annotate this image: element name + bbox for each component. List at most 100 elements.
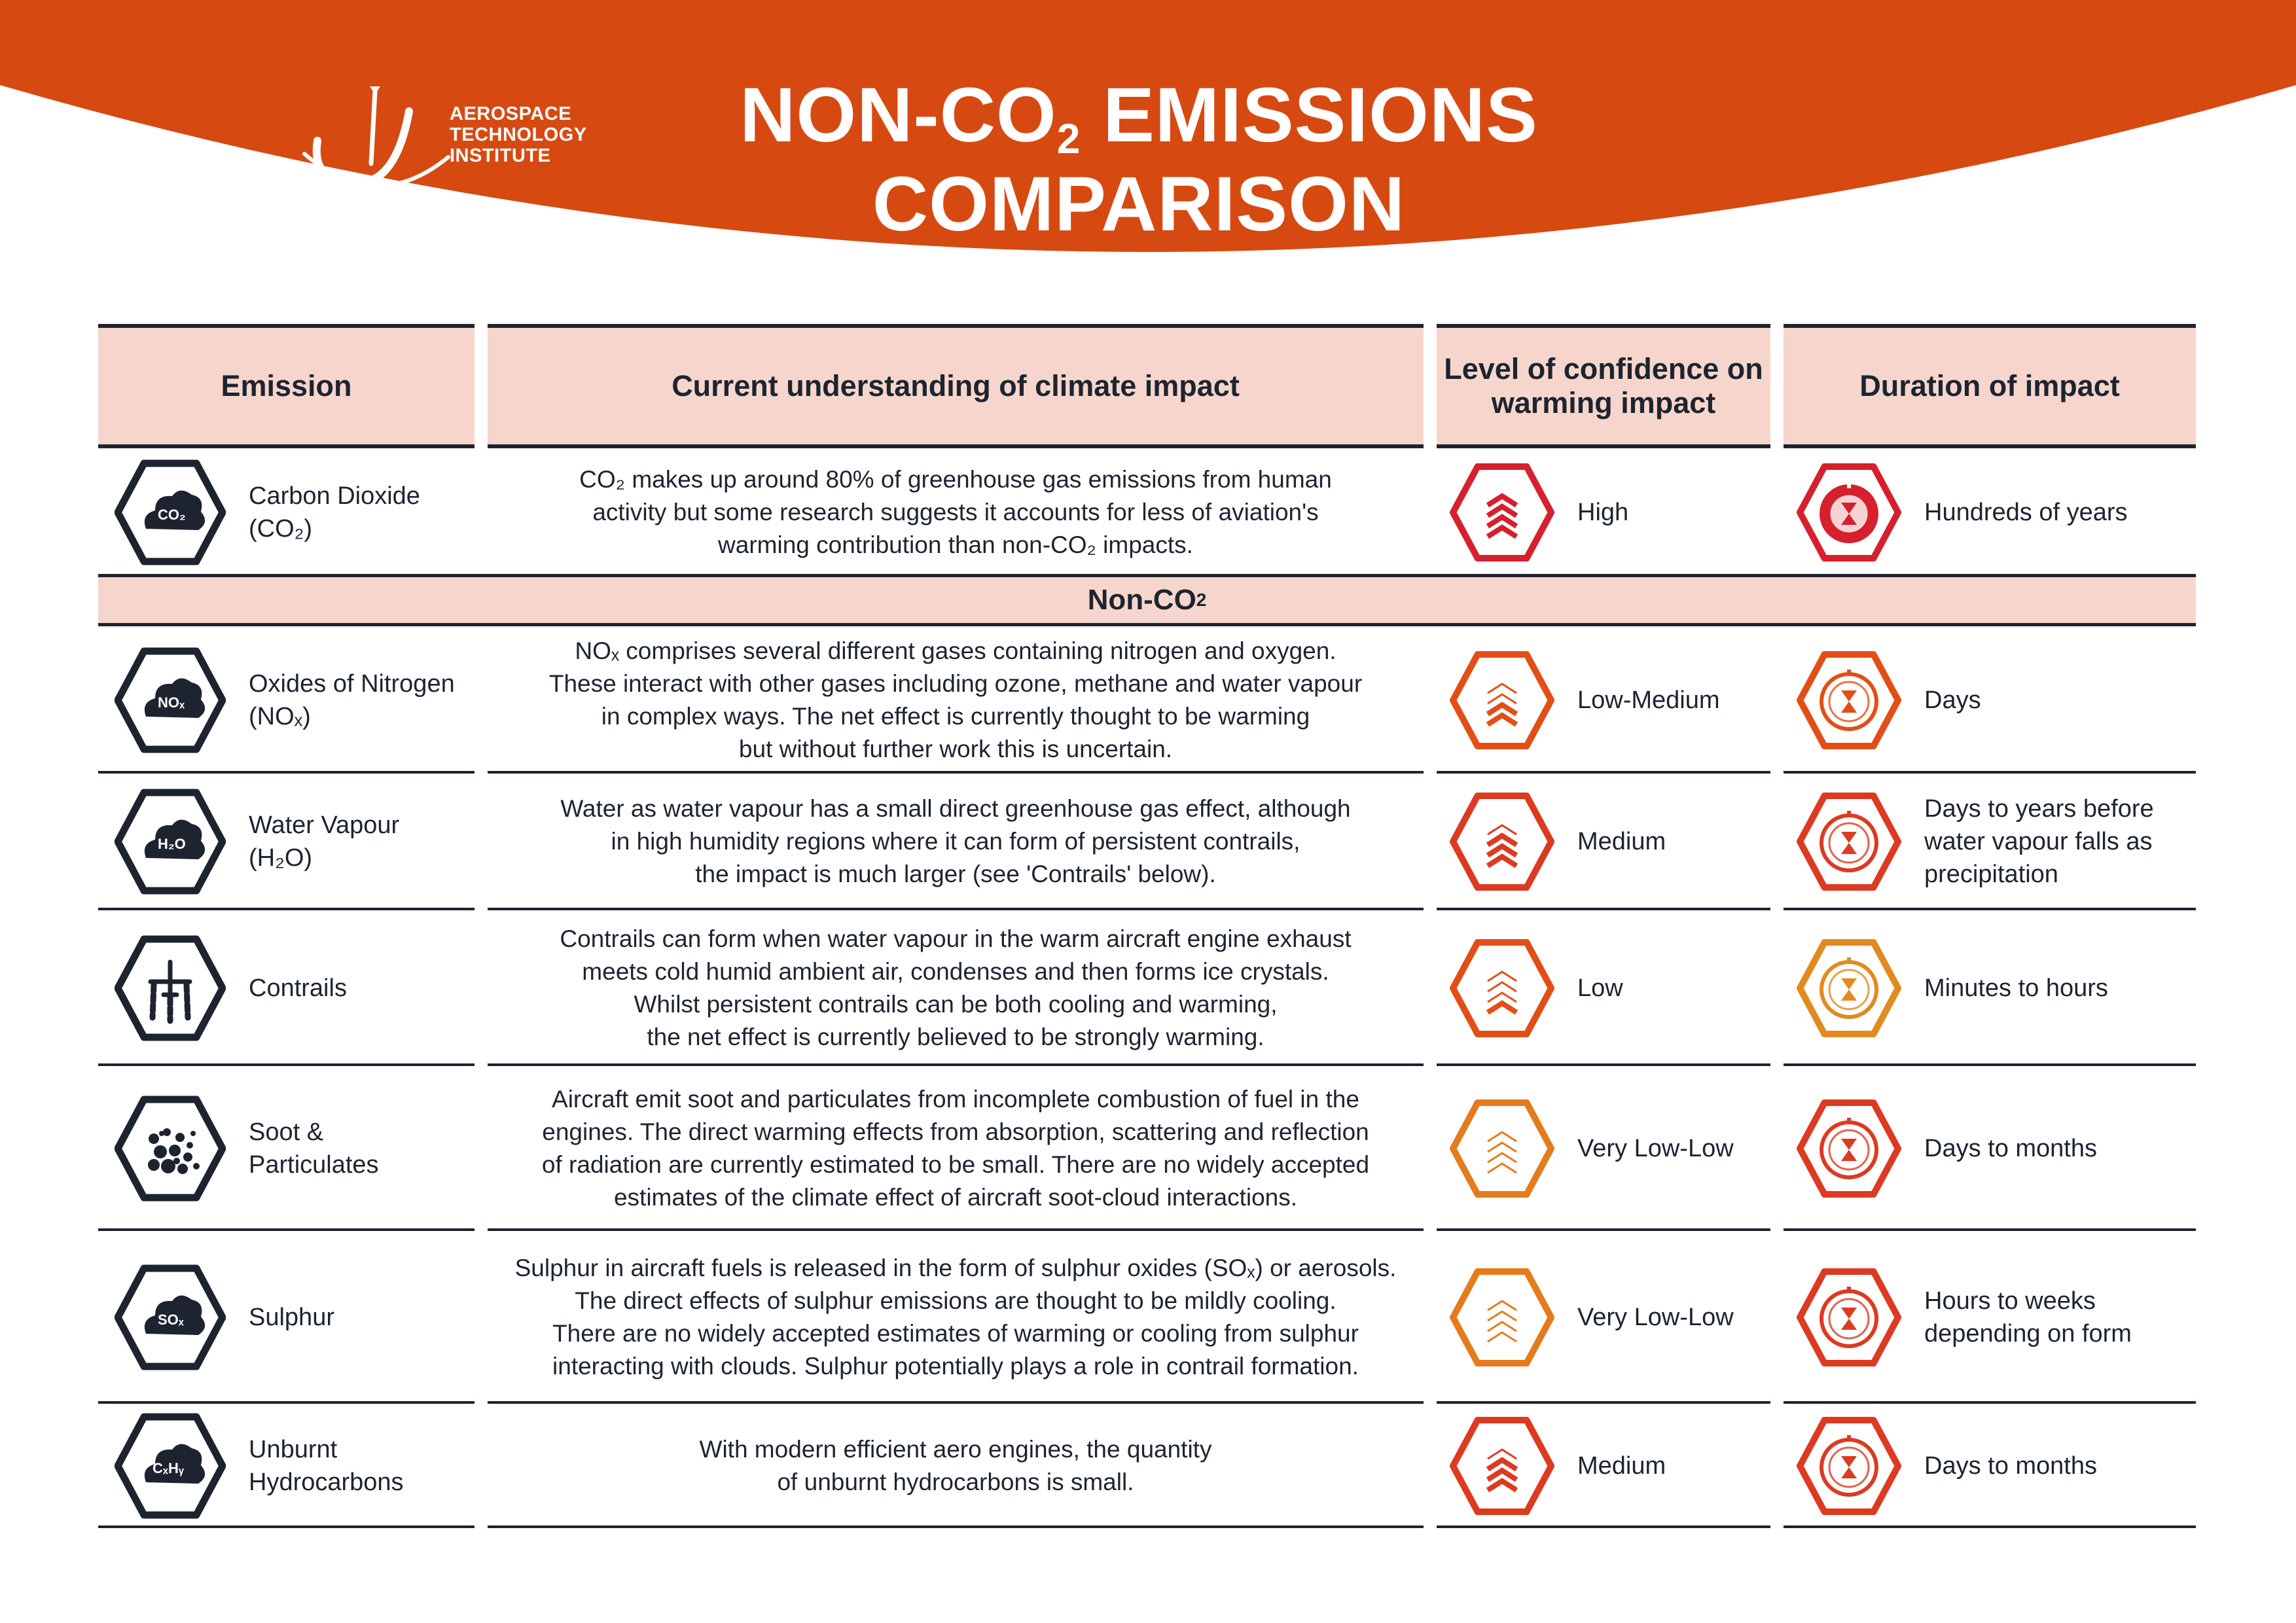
title-part-a: NON-CO bbox=[740, 72, 1057, 158]
row-divider bbox=[98, 1525, 475, 1528]
confidence-medium-icon bbox=[1450, 793, 1554, 891]
row-divider bbox=[1437, 771, 1770, 774]
duration-icon bbox=[1797, 938, 1901, 1037]
row-divider bbox=[1784, 1228, 2196, 1231]
emission-name: Water Vapour (H₂O) bbox=[249, 812, 400, 872]
row-divider bbox=[488, 1525, 1424, 1528]
row-divider bbox=[98, 1401, 475, 1404]
duration-cell: Days to months bbox=[1784, 1404, 2196, 1527]
confidence-value: High bbox=[1577, 498, 1629, 526]
confidence-medium-icon bbox=[1450, 1416, 1554, 1515]
understanding-text: Water as water vapour has a small direct… bbox=[560, 795, 1351, 887]
duration-cell: Days bbox=[1784, 628, 2196, 772]
confidence-icon bbox=[1450, 938, 1554, 1037]
hourglass-icon bbox=[1797, 1268, 1901, 1366]
duration-cell: Days to years before water vapour falls … bbox=[1784, 774, 2196, 909]
emission-icon bbox=[115, 1093, 226, 1204]
emission-icon: CO₂ bbox=[115, 457, 226, 568]
understanding-text: CO₂ makes up around 80% of greenhouse ga… bbox=[579, 465, 1332, 558]
emission-icon: SOₓ bbox=[115, 1262, 226, 1373]
understanding-cell: Contrails can form when water vapour in … bbox=[488, 911, 1424, 1065]
header-banner bbox=[0, 0, 2296, 252]
emission-name: Soot & Particulates bbox=[249, 1118, 379, 1179]
contrails-plane-icon bbox=[115, 935, 226, 1041]
emission-icon: NOₓ bbox=[115, 645, 226, 756]
emission-icon: H₂O bbox=[115, 786, 226, 897]
confidence-icon bbox=[1450, 793, 1554, 891]
emission-cell: SOₓ Sulphur bbox=[98, 1232, 475, 1402]
duration-cell: Hundreds of years bbox=[1784, 450, 2196, 574]
emission-cell: CO₂ Carbon Dioxide (CO₂) bbox=[98, 450, 475, 574]
duration-cell: Days to months bbox=[1784, 1067, 2196, 1230]
non-co2-band: Non-CO 2 bbox=[98, 574, 2196, 626]
row-divider bbox=[98, 908, 475, 910]
confidence-cell: Medium bbox=[1437, 1404, 1770, 1527]
title-line-2: COMPARISON bbox=[872, 161, 1406, 247]
ati-logo: AEROSPACE TECHNOLOGY INSTITUTE bbox=[298, 85, 599, 209]
understanding-cell: NOₓ comprises several different gases co… bbox=[488, 628, 1424, 772]
duration-icon bbox=[1797, 651, 1901, 749]
duration-cell: Minutes to hours bbox=[1784, 911, 2196, 1065]
logo-line-1: AEROSPACE bbox=[450, 103, 572, 124]
understanding-text: Sulphur in aircraft fuels is released in… bbox=[514, 1254, 1397, 1380]
understanding-cell: Water as water vapour has a small direct… bbox=[488, 774, 1424, 909]
emission-icon: CₓHᵧ bbox=[115, 1410, 226, 1522]
header-duration: Duration of impact bbox=[1784, 324, 2196, 448]
h2o-cloud-icon bbox=[115, 789, 226, 895]
understanding-text: Contrails can form when water vapour in … bbox=[560, 925, 1352, 1050]
duration-value: Days to months bbox=[1924, 1452, 2097, 1480]
duration-value: Days bbox=[1924, 687, 1981, 714]
hourglass-icon bbox=[1797, 793, 1901, 891]
emission-name: Oxides of Nitrogen (NOₓ) bbox=[249, 670, 455, 730]
duration-value: Minutes to hours bbox=[1924, 974, 2108, 1002]
duration-icon bbox=[1797, 1416, 1901, 1515]
row-divider bbox=[1437, 1525, 1770, 1528]
row-divider bbox=[1784, 771, 2196, 774]
confidence-cell: High bbox=[1437, 450, 1770, 574]
hourglass-icon bbox=[1797, 463, 1901, 562]
row-divider bbox=[1784, 1063, 2196, 1066]
logo-line-2: TECHNOLOGY bbox=[450, 124, 587, 145]
duration-cell: Hours to weeks depending on form bbox=[1784, 1232, 2196, 1402]
row-divider bbox=[1784, 1525, 2196, 1528]
ati-logo-mark bbox=[302, 86, 450, 188]
emission-name: Contrails bbox=[249, 974, 347, 1002]
page-title: NON-CO2 EMISSIONS COMPARISON bbox=[655, 71, 1623, 249]
logo-line-3: INSTITUTE bbox=[450, 145, 551, 166]
understanding-text: Aircraft emit soot and particulates from… bbox=[541, 1085, 1370, 1211]
understanding-cell: With modern efficient aero engines, the … bbox=[488, 1404, 1424, 1527]
confidence-icon bbox=[1450, 651, 1554, 749]
duration-icon bbox=[1797, 1099, 1901, 1198]
hourglass-icon bbox=[1797, 651, 1901, 749]
emission-name: Sulphur bbox=[249, 1303, 334, 1331]
row-divider bbox=[488, 1063, 1424, 1066]
confidence-cell: Low-Medium bbox=[1437, 628, 1770, 772]
row-divider bbox=[488, 771, 1424, 774]
confidence-icon bbox=[1450, 1416, 1554, 1515]
chem-label: CₓHᵧ bbox=[152, 1459, 184, 1476]
emission-icon bbox=[115, 933, 226, 1044]
row-divider bbox=[1784, 908, 2196, 910]
confidence-icon bbox=[1450, 1099, 1554, 1198]
header-understanding: Current understanding of climate impact bbox=[488, 324, 1424, 448]
confidence-value: Medium bbox=[1577, 1452, 1666, 1480]
chem-label: H₂O bbox=[158, 836, 186, 852]
co2-cloud-icon bbox=[115, 459, 226, 565]
confidence-cell: Medium bbox=[1437, 774, 1770, 909]
row-divider bbox=[488, 908, 1424, 910]
confidence-value: Low bbox=[1577, 974, 1623, 1002]
emission-cell: H₂O Water Vapour (H₂O) bbox=[98, 774, 475, 909]
duration-value: Days to years before water vapour falls … bbox=[1924, 795, 2154, 888]
duration-icon bbox=[1797, 1268, 1901, 1366]
confidence-cell: Very Low-Low bbox=[1437, 1232, 1770, 1402]
hydrocarbon-cloud-icon bbox=[115, 1413, 226, 1518]
confidence-low-medium-icon bbox=[1450, 651, 1554, 749]
confidence-icon bbox=[1450, 463, 1554, 562]
row-divider bbox=[1437, 908, 1770, 910]
emission-cell: Contrails bbox=[98, 911, 475, 1065]
title-part-b: EMISSIONS bbox=[1081, 72, 1538, 158]
understanding-text: NOₓ comprises several different gases co… bbox=[548, 637, 1363, 762]
row-divider bbox=[488, 1401, 1424, 1404]
emission-cell: NOₓ Oxides of Nitrogen (NOₓ) bbox=[98, 628, 475, 772]
row-divider bbox=[1437, 1228, 1770, 1231]
